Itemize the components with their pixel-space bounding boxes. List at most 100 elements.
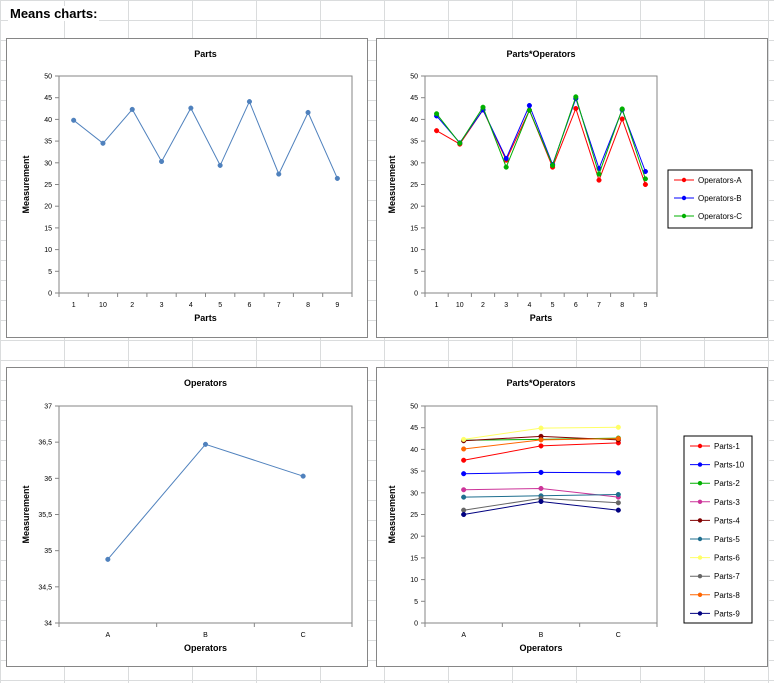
x-tick-label: B xyxy=(203,632,208,639)
x-axis-title: Operators xyxy=(519,643,562,653)
data-point xyxy=(480,104,486,110)
legend-swatch-marker xyxy=(697,536,703,542)
legend-swatch-marker xyxy=(697,592,703,597)
x-tick-label: 1 xyxy=(435,302,439,309)
chart-title: Parts*Operators xyxy=(506,378,575,388)
legend-entry: Operators-A xyxy=(698,176,742,185)
x-tick-label: 7 xyxy=(277,302,281,309)
data-point xyxy=(461,446,467,452)
legend-entry: Parts-7 xyxy=(714,572,740,581)
operators-chart[interactable]: Operators 34 34,5 35 35,5 36 36,5 37 A B C Operator… xyxy=(6,367,368,667)
y-tick-label: 30 xyxy=(410,490,418,497)
data-point xyxy=(100,140,106,146)
parts-operators-2-chart[interactable]: Parts*Operators 0 5 10 15 20 25 30 35 40 45 50 A B C Op… xyxy=(376,367,768,667)
chart-title: Operators xyxy=(184,378,227,388)
data-point xyxy=(573,106,579,112)
y-tick-label: 30 xyxy=(44,160,52,167)
data-point xyxy=(217,162,223,168)
y-tick-label: 0 xyxy=(414,621,418,628)
parts-operators-chart[interactable]: Parts*Operators 0 5 10 15 20 25 30 35 40 45 50 1 10 2 3… xyxy=(376,38,768,338)
legend-swatch-marker xyxy=(681,195,687,201)
data-point xyxy=(434,128,440,134)
data-point xyxy=(503,155,509,162)
data-point xyxy=(526,102,532,109)
data-point xyxy=(538,498,544,505)
y-tick-label: 50 xyxy=(410,74,418,81)
data-point xyxy=(305,109,311,116)
data-point xyxy=(538,443,544,449)
data-point xyxy=(461,494,467,500)
x-tick-label: 8 xyxy=(620,302,624,309)
y-axis-title: Measurement xyxy=(387,485,397,543)
legend-entry: Operators-C xyxy=(698,212,742,221)
data-point xyxy=(461,511,467,518)
x-tick-label: 10 xyxy=(456,302,464,309)
data-point xyxy=(538,425,544,431)
y-tick-label: 25 xyxy=(410,182,418,189)
y-tick-label: 37 xyxy=(44,404,52,411)
legend-swatch-marker xyxy=(697,499,703,504)
data-point xyxy=(538,469,544,475)
y-tick-label: 35 xyxy=(410,469,418,476)
x-tick-label: C xyxy=(301,632,306,639)
x-tick-label: C xyxy=(616,632,621,639)
legend-entry: Parts-8 xyxy=(714,591,740,600)
y-axis-title: Measurement xyxy=(21,485,31,543)
legend-entry: Operators-B xyxy=(698,194,742,203)
data-point xyxy=(526,107,532,113)
y-tick-label: 30 xyxy=(410,160,418,167)
y-tick-label: 40 xyxy=(410,117,418,124)
x-tick-label: A xyxy=(105,632,110,639)
y-tick-label: 45 xyxy=(410,95,418,102)
data-point xyxy=(615,424,621,430)
data-point xyxy=(105,556,111,562)
y-tick-label: 45 xyxy=(410,425,418,432)
data-point xyxy=(596,171,602,177)
data-point xyxy=(615,507,621,513)
chart-title: Parts*Operators xyxy=(506,49,575,59)
legend-swatch-marker xyxy=(697,443,703,449)
y-tick-label: 0 xyxy=(48,291,52,298)
data-point xyxy=(276,171,282,177)
y-tick-label: 40 xyxy=(410,447,418,454)
data-point xyxy=(619,106,625,112)
data-point xyxy=(461,457,467,463)
data-point xyxy=(461,436,467,442)
legend-swatch-marker xyxy=(681,213,687,219)
legend-swatch-marker xyxy=(697,574,703,579)
x-tick-label: B xyxy=(539,632,544,639)
y-tick-label: 10 xyxy=(410,577,418,584)
chart-title: Parts xyxy=(194,49,217,59)
legend-swatch-marker xyxy=(697,518,703,523)
y-tick-label: 35 xyxy=(44,548,52,555)
x-tick-label: 6 xyxy=(247,302,251,309)
x-tick-label: 9 xyxy=(643,302,647,309)
y-tick-label: 35,5 xyxy=(38,512,52,519)
data-point xyxy=(71,117,77,123)
y-tick-label: 5 xyxy=(414,599,418,606)
y-tick-label: 10 xyxy=(410,247,418,254)
plot-area xyxy=(58,405,353,624)
y-tick-label: 5 xyxy=(48,269,52,276)
data-point xyxy=(457,140,463,146)
data-point xyxy=(461,471,467,477)
x-tick-label: 1 xyxy=(72,302,76,309)
data-point xyxy=(642,181,648,188)
legend-swatch-marker xyxy=(697,481,703,486)
x-tick-label: 3 xyxy=(160,302,164,309)
parts-chart[interactable]: Parts 0 5 10 15 20 25 30 35 40 45 50 1 10 2 3 4 5 6 7 8 9 Part… xyxy=(6,38,368,338)
data-point xyxy=(461,487,467,493)
y-tick-label: 36 xyxy=(44,476,52,483)
data-point xyxy=(538,485,544,492)
y-tick-label: 15 xyxy=(410,555,418,562)
legend-swatch-marker xyxy=(697,555,703,560)
data-point xyxy=(615,500,621,506)
y-axis-title: Measurement xyxy=(387,155,397,213)
y-tick-label: 34,5 xyxy=(38,584,52,591)
data-point xyxy=(300,473,306,479)
y-tick-label: 34 xyxy=(44,621,52,628)
x-axis-title: Parts xyxy=(194,313,217,323)
x-tick-label: 6 xyxy=(574,302,578,309)
